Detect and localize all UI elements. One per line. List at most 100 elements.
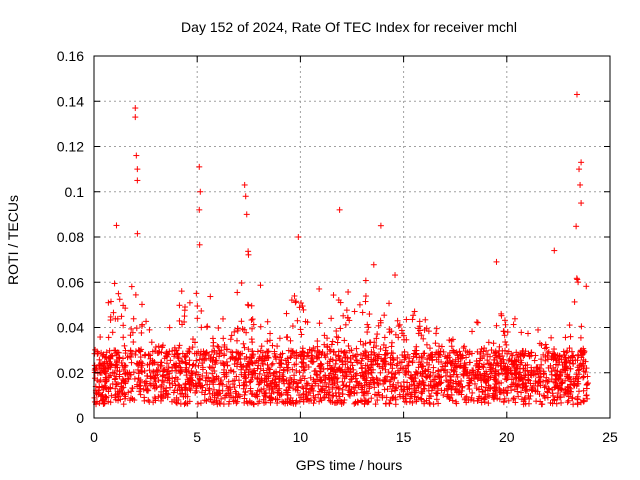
data-point	[510, 396, 517, 403]
data-point	[133, 152, 140, 159]
data-point	[305, 352, 312, 359]
data-point	[428, 387, 435, 394]
data-point	[548, 334, 555, 341]
data-point	[385, 369, 392, 376]
data-point	[577, 399, 584, 406]
data-point	[105, 299, 112, 306]
data-point	[351, 308, 358, 315]
data-point	[155, 343, 162, 350]
data-point	[379, 392, 386, 399]
data-point	[536, 374, 543, 381]
data-point	[138, 301, 145, 308]
data-point	[189, 370, 196, 377]
data-point	[134, 381, 141, 388]
data-point	[116, 296, 123, 303]
data-point	[374, 355, 381, 362]
data-point	[177, 368, 184, 375]
data-point	[143, 387, 150, 394]
data-point	[289, 348, 296, 355]
data-point	[303, 380, 310, 387]
data-point	[557, 375, 564, 382]
data-point	[440, 367, 447, 374]
data-point	[422, 373, 429, 380]
data-point	[388, 374, 395, 381]
data-point	[112, 396, 119, 403]
data-point	[280, 399, 287, 406]
data-point	[155, 377, 162, 384]
data-point	[425, 366, 432, 373]
data-point	[454, 385, 461, 392]
data-point	[340, 312, 347, 319]
data-point	[214, 401, 221, 408]
data-point	[220, 335, 227, 342]
data-point	[525, 371, 532, 378]
data-point	[369, 362, 376, 369]
data-point	[580, 365, 587, 372]
y-tick-label: 0.1	[65, 184, 85, 200]
y-tick-label: 0.12	[57, 139, 84, 155]
data-point	[456, 348, 463, 355]
data-point	[492, 390, 499, 397]
data-point	[234, 360, 241, 367]
data-point	[99, 352, 106, 359]
data-point	[114, 364, 121, 371]
data-point	[421, 350, 428, 357]
data-point	[528, 349, 535, 356]
data-point	[228, 354, 235, 361]
data-point	[536, 391, 543, 398]
data-point	[136, 347, 143, 354]
data-point	[375, 322, 382, 329]
data-point	[193, 383, 200, 390]
data-point	[447, 379, 454, 386]
data-point	[203, 374, 210, 381]
data-point	[276, 335, 283, 342]
y-tick-label: 0.16	[57, 48, 84, 64]
data-point	[150, 399, 157, 406]
y-tick-label: 0.08	[57, 229, 84, 245]
data-point	[510, 321, 517, 328]
data-point	[250, 400, 257, 407]
data-point	[164, 368, 171, 375]
data-point	[129, 385, 136, 392]
data-point	[218, 395, 225, 402]
data-point	[309, 347, 316, 354]
data-point	[301, 375, 308, 382]
data-point	[551, 346, 558, 353]
data-point	[122, 380, 129, 387]
data-point	[134, 230, 141, 237]
data-point	[562, 367, 569, 374]
data-point	[194, 303, 201, 310]
data-point	[226, 398, 233, 405]
data-point	[568, 348, 575, 355]
data-point	[486, 392, 493, 399]
data-point	[247, 378, 254, 385]
data-point	[507, 383, 514, 390]
data-point	[311, 397, 318, 404]
data-point	[271, 381, 278, 388]
data-point	[315, 349, 322, 356]
data-point	[392, 272, 399, 279]
data-point	[362, 377, 369, 384]
data-point	[297, 326, 304, 333]
data-point	[484, 387, 491, 394]
data-point	[342, 354, 349, 361]
data-point	[266, 337, 273, 344]
data-point	[557, 393, 564, 400]
data-point	[419, 370, 426, 377]
data-point	[500, 399, 507, 406]
data-point	[466, 359, 473, 366]
data-point	[277, 354, 284, 361]
data-point	[105, 398, 112, 405]
data-point	[472, 371, 479, 378]
data-point	[198, 307, 205, 314]
plot-frame	[93, 55, 611, 419]
data-point	[321, 394, 328, 401]
data-point	[368, 361, 375, 368]
data-point	[237, 350, 244, 357]
data-point	[405, 362, 412, 369]
data-point	[215, 391, 222, 398]
data-point	[492, 375, 499, 382]
data-point	[163, 350, 170, 357]
data-point	[518, 357, 525, 364]
data-point	[390, 357, 397, 364]
